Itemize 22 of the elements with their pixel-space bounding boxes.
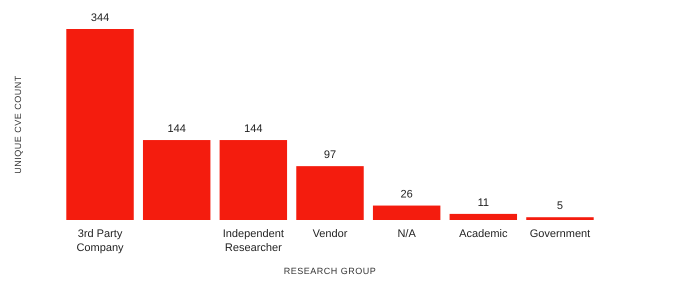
x-tick-label: 3rd Party Company xyxy=(76,228,124,254)
data-label: 144 xyxy=(244,123,263,136)
bar xyxy=(142,140,210,220)
data-label: 97 xyxy=(324,149,336,162)
x-tick-label: Vendor xyxy=(312,228,348,240)
x-tick-label: Government xyxy=(530,228,590,240)
data-label: 26 xyxy=(400,188,413,201)
data-label: 344 xyxy=(90,12,110,24)
data-label: 5 xyxy=(556,200,564,212)
x-axis-title: RESEARCH GROUP xyxy=(284,266,376,276)
bar xyxy=(66,29,134,220)
y-axis-title: UNIQUE CVE COUNT xyxy=(13,75,23,174)
bar xyxy=(526,217,594,220)
bar xyxy=(450,214,518,220)
x-tick-label: Academic xyxy=(459,228,508,240)
x-tick-label: Independent Researcher xyxy=(222,228,284,254)
data-label: 11 xyxy=(478,196,490,209)
bar xyxy=(220,140,288,220)
bar xyxy=(372,206,440,220)
bar xyxy=(296,166,364,220)
x-tick-label: N/A xyxy=(397,228,416,240)
data-label: 144 xyxy=(168,123,186,136)
